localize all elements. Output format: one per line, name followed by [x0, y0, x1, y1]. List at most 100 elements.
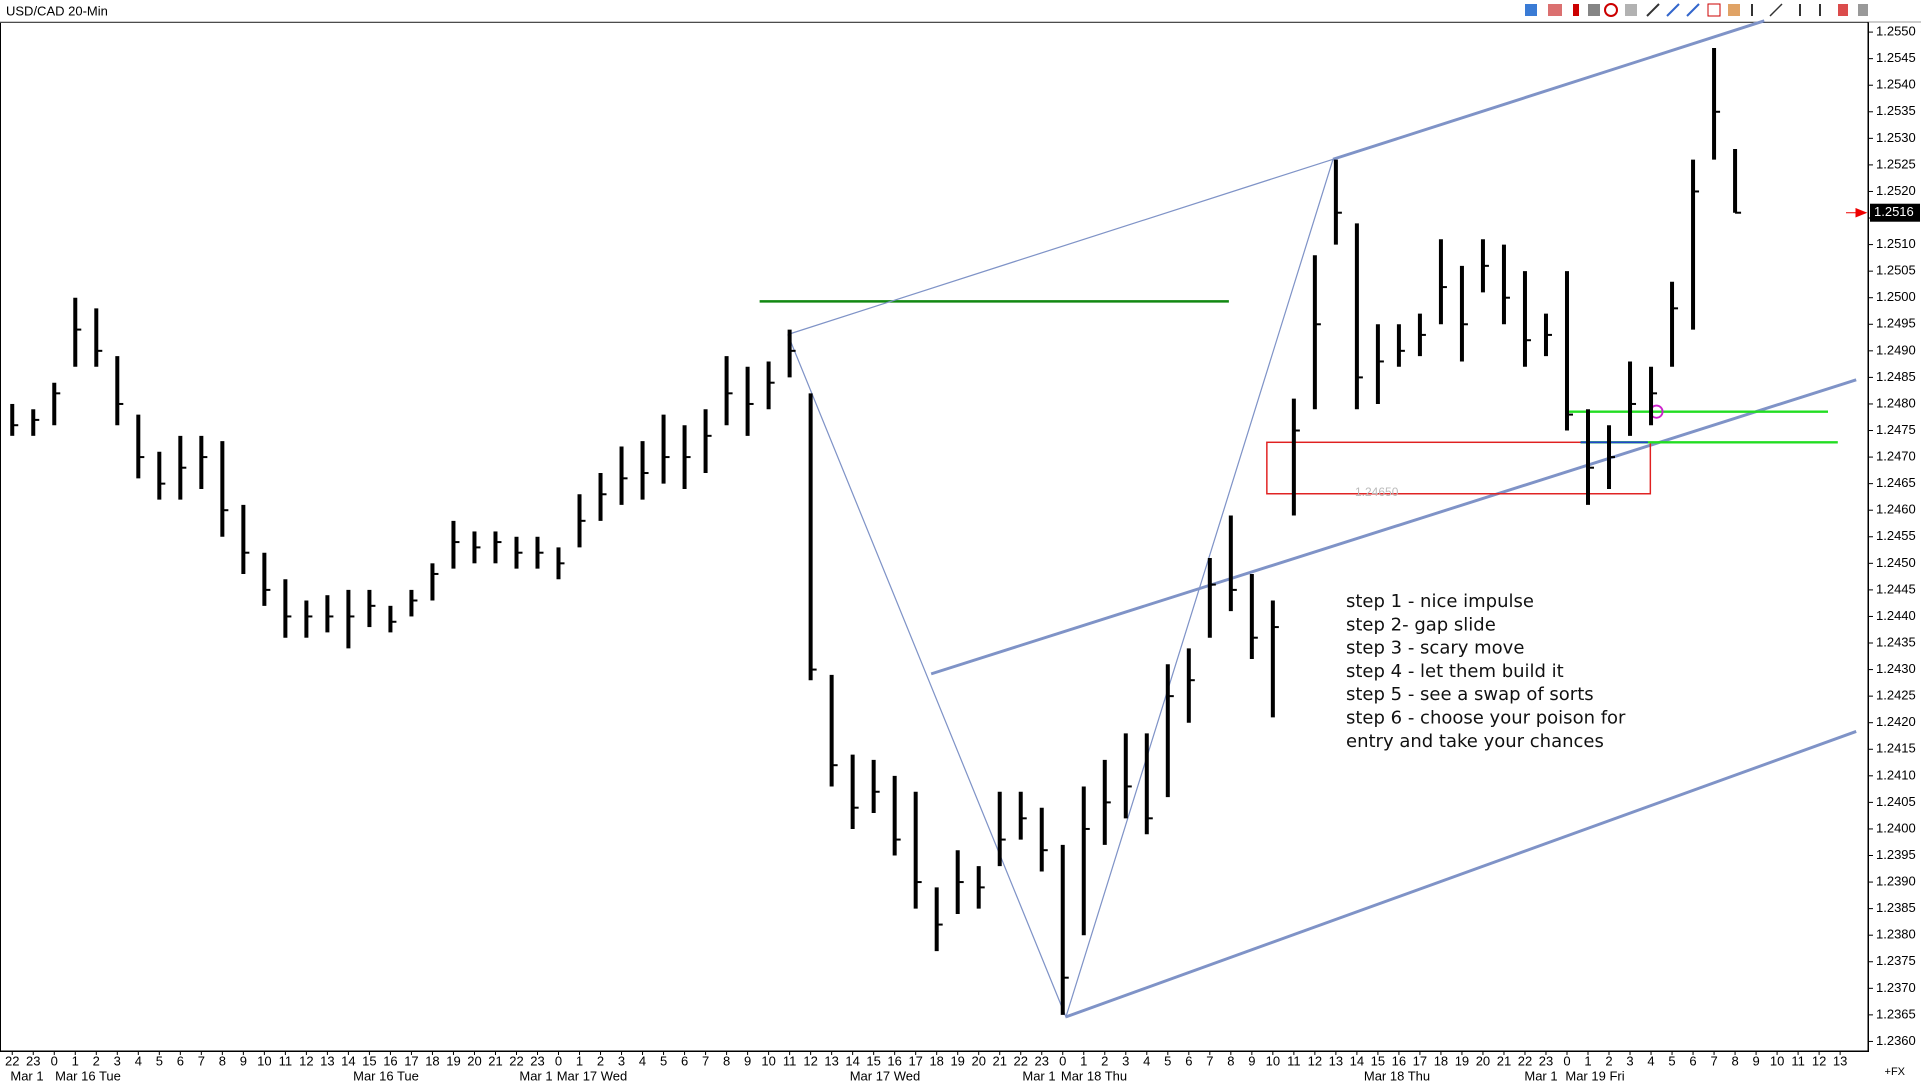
tool-icon[interactable] [1588, 4, 1600, 16]
x-tick-label: 23 [530, 1053, 544, 1068]
x-tick-label: 3 [618, 1053, 625, 1068]
x-tick-label: 22 [5, 1053, 19, 1068]
note-line: entry and take your chances [1346, 731, 1604, 752]
x-tick-label: 11 [279, 1053, 293, 1068]
x-tick-label: 7 [198, 1053, 205, 1068]
tool-icon[interactable] [1728, 4, 1740, 16]
tool-icon[interactable] [1707, 3, 1721, 17]
x-tick-label: 17 [908, 1053, 922, 1068]
tool-icon[interactable] [1625, 4, 1637, 16]
y-tick-label: 1.2540 [1876, 77, 1916, 92]
x-tick-label: 11 [1287, 1053, 1301, 1068]
y-tick-label: 1.2395 [1876, 847, 1916, 862]
x-tick-label: 0 [1059, 1053, 1066, 1068]
x-tick-label: 7 [702, 1053, 709, 1068]
x-tick-label: 16 [383, 1053, 397, 1068]
y-tick-label: 1.2465 [1876, 475, 1916, 490]
date-label: Mar 1 [10, 1068, 43, 1081]
y-tick-label: 1.2410 [1876, 767, 1916, 782]
y-tick-label: 1.2370 [1876, 980, 1916, 995]
x-tick-label: 4 [1647, 1053, 1654, 1068]
x-tick-label: 15 [1371, 1053, 1385, 1068]
y-tick-label: 1.2470 [1876, 449, 1916, 464]
tool-icon[interactable] [1646, 3, 1660, 17]
y-tick-label: 1.2520 [1876, 183, 1916, 198]
note-line: step 2- gap slide [1346, 614, 1496, 635]
channel-upper [1332, 19, 1765, 161]
x-tick-label: 13 [1329, 1053, 1343, 1068]
x-tick-label: 16 [1392, 1053, 1406, 1068]
note-line: step 3 - scary move [1346, 638, 1524, 659]
y-tick-label: 1.2530 [1876, 130, 1916, 145]
x-tick-label: 21 [488, 1053, 502, 1068]
x-tick-label: 0 [555, 1053, 562, 1068]
tool-icon[interactable] [1769, 3, 1783, 17]
x-tick-label: 5 [660, 1053, 667, 1068]
note-line: step 4 - let them build it [1346, 661, 1564, 682]
x-tick-label: 19 [446, 1053, 460, 1068]
tool-icon[interactable] [1838, 4, 1848, 16]
trend-line [787, 158, 1334, 336]
y-tick-label: 1.2380 [1876, 927, 1916, 942]
x-tick-label: 11 [783, 1053, 797, 1068]
x-tick-label: 13 [1833, 1053, 1847, 1068]
y-tick-label: 1.2405 [1876, 794, 1916, 809]
y-tick-label: 1.2495 [1876, 316, 1916, 331]
y-tick-label: 1.2475 [1876, 422, 1916, 437]
tool-icon[interactable] [1666, 3, 1680, 17]
date-label: Mar 19 Fri [1565, 1068, 1624, 1081]
date-label: Mar 18 Thu [1061, 1068, 1127, 1081]
y-tick-label: 1.2390 [1876, 874, 1916, 889]
y-tick-label: 1.2550 [1876, 24, 1916, 39]
tool-icon[interactable] [1858, 4, 1868, 16]
y-tick-label: 1.2425 [1876, 688, 1916, 703]
x-tick-label: 7 [1206, 1053, 1213, 1068]
y-tick-label: 1.2485 [1876, 369, 1916, 384]
x-tick-label: 1 [72, 1053, 79, 1068]
y-tick-label: 1.2385 [1876, 900, 1916, 915]
date-label: Mar 1 [1022, 1068, 1055, 1081]
tool-icon[interactable] [1686, 3, 1700, 17]
x-tick-label: 22 [1518, 1053, 1532, 1068]
x-tick-label: 10 [1770, 1053, 1784, 1068]
box-label: 1.24650 [1355, 485, 1399, 499]
x-tick-label: 1 [576, 1053, 583, 1068]
tool-icon[interactable] [1573, 4, 1579, 16]
x-tick-label: 5 [1164, 1053, 1171, 1068]
x-tick-label: 3 [114, 1053, 121, 1068]
x-tick-label: 10 [761, 1053, 775, 1068]
date-label: Mar 1 [1524, 1068, 1557, 1081]
x-tick-label: 0 [51, 1053, 58, 1068]
y-tick-label: 1.2445 [1876, 581, 1916, 596]
x-tick-label: 6 [1185, 1053, 1192, 1068]
x-tick-label: 13 [320, 1053, 334, 1068]
y-tick-label: 1.2535 [1876, 103, 1916, 118]
y-tick-label: 1.2490 [1876, 342, 1916, 357]
x-tick-label: 17 [404, 1053, 418, 1068]
date-label: Mar 16 Tue [55, 1068, 121, 1081]
last-price-label: 1.2516 [1874, 204, 1914, 219]
last-price-box [1870, 203, 1920, 222]
y-tick-label: 1.2360 [1876, 1033, 1916, 1048]
tool-icon[interactable] [1548, 4, 1562, 16]
x-tick-label: 6 [1689, 1053, 1696, 1068]
y-tick-label: 1.2455 [1876, 528, 1916, 543]
x-tick-label: 4 [1143, 1053, 1150, 1068]
x-tick-label: 7 [1710, 1053, 1717, 1068]
tool-icon[interactable] [1604, 3, 1618, 17]
y-tick-label: 1.2480 [1876, 395, 1916, 410]
x-tick-label: 22 [1013, 1053, 1027, 1068]
x-tick-label: 8 [1227, 1053, 1234, 1068]
y-tick-label: 1.2440 [1876, 608, 1916, 623]
y-tick-label: 1.2450 [1876, 555, 1916, 570]
x-tick-label: 9 [744, 1053, 751, 1068]
x-tick-label: 8 [1731, 1053, 1738, 1068]
y-tick-label: 1.2365 [1876, 1006, 1916, 1021]
y-tick-label: 1.2510 [1876, 236, 1916, 251]
x-tick-label: 15 [362, 1053, 376, 1068]
tool-icon[interactable] [1525, 4, 1537, 16]
x-tick-label: 10 [257, 1053, 271, 1068]
x-tick-label: 20 [1476, 1053, 1490, 1068]
